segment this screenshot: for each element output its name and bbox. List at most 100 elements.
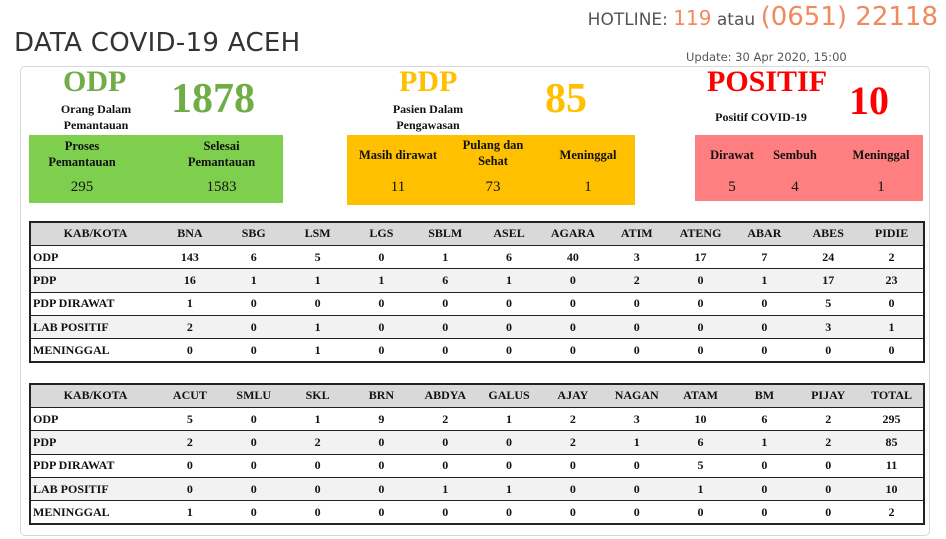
table-cell: 0 [732, 315, 797, 339]
hotline-number-2[interactable]: (0651) 22118 [760, 2, 938, 32]
table-row: LAB POSITIF 0 0 0 0 1 1 0 0 1 0 0 10 [30, 477, 924, 501]
table-cell: 23 [860, 268, 924, 293]
pdp-pulang-value: 73 [485, 179, 501, 195]
pdp-label: PDP [399, 65, 458, 98]
odp-subtitle-line2: Pemantauan [63, 118, 129, 132]
table-cell: 0 [540, 291, 605, 316]
table-cell: 0 [860, 338, 924, 363]
table-cell: 0 [349, 315, 414, 339]
table-cell: 2 [413, 406, 478, 431]
odp-proses-value: 295 [70, 179, 94, 195]
table-cell: 0 [221, 500, 286, 525]
table-cell: 2 [285, 430, 350, 455]
pdp-meninggal-label: Meninggal [559, 148, 617, 162]
table-row: PDP DIRAWAT 1 0 0 0 0 0 0 0 0 0 5 0 [30, 291, 924, 316]
hotline-connector: atau [716, 10, 756, 30]
table-cell: 0 [477, 291, 541, 316]
hotline: HOTLINE: 119 atau (0651) 22118 [588, 2, 938, 32]
table-cell: 1 [668, 477, 733, 501]
table-cell: 2 [158, 430, 222, 455]
table-cell: 16 [158, 268, 222, 293]
table-row: MENINGGAL 1 0 0 0 0 0 0 0 0 0 0 2 [30, 500, 924, 525]
table-cell: 0 [604, 315, 669, 339]
table-cell: 0 [477, 338, 541, 363]
column-header: GALUS [477, 383, 541, 408]
table-cell: 0 [221, 406, 286, 431]
table-cell: 2 [796, 430, 861, 455]
row-label-cell: LAB POSITIF [30, 477, 158, 501]
positif-sembuh-label: Sembuh [773, 148, 817, 162]
column-header: NAGAN [604, 383, 669, 408]
table-row: MENINGGAL 0 0 1 0 0 0 0 0 0 0 0 0 [30, 338, 924, 363]
table-cell: 3 [604, 244, 669, 269]
table-cell: 17 [796, 268, 861, 293]
pdp-breakdown-box: Masih dirawat 11 Pulang dan Sehat 73 Men… [347, 135, 635, 205]
table-cell: 0 [285, 500, 350, 525]
table-cell: 0 [221, 315, 286, 339]
odp-breakdown-box: Proses Pemantauan 295 Selesai Pemantauan… [29, 135, 283, 203]
table-cell: 1 [158, 500, 222, 525]
pdp-subtitle-line1: Pasien Dalam [392, 102, 464, 116]
pdp-pulang-label-line1: Pulang dan [462, 138, 524, 152]
table-cell: 1 [413, 477, 478, 501]
odp-proses-label: Proses Pemantauan [37, 138, 127, 170]
table-cell: 0 [349, 291, 414, 316]
table-cell: 1 [477, 268, 541, 293]
table-cell: 2 [604, 268, 669, 293]
odp-label: ODP [63, 65, 127, 98]
hotline-number-1[interactable]: 119 [673, 6, 712, 30]
table-header-row: KAB/KOTA ACUT SMLU SKL BRN ABDYA GALUS A… [30, 383, 924, 408]
table-cell: 0 [604, 477, 669, 501]
odp-selesai-label-line2: Pemantauan [187, 155, 256, 169]
odp-selesai-label-line1: Selesai [203, 139, 240, 153]
pdp-subtitle-line2: Pengawasan [396, 118, 460, 132]
table-cell: 2 [540, 406, 605, 431]
column-header: ABES [796, 221, 861, 246]
table-cell: 0 [604, 338, 669, 363]
column-header: BRN [349, 383, 414, 408]
table-cell: 0 [668, 268, 733, 293]
table-cell: 0 [221, 477, 286, 501]
positif-dirawat-label: Dirawat [710, 148, 754, 162]
table-cell: 0 [285, 291, 350, 316]
column-header: SBLM [413, 221, 478, 246]
column-header: KAB/KOTA [30, 221, 158, 246]
odp-total: 1878 [171, 76, 255, 122]
positif-meninggal-value: 1 [877, 179, 885, 195]
row-label-cell: PDP [30, 430, 158, 455]
table-cell: 5 [796, 291, 861, 316]
table-cell: 0 [158, 477, 222, 501]
table-cell: 0 [668, 338, 733, 363]
table-cell: 40 [540, 244, 605, 269]
column-header: AGARA [540, 221, 605, 246]
column-header: ASEL [477, 221, 541, 246]
table-row: ODP 5 0 1 9 2 1 2 3 10 6 2 295 [30, 406, 924, 431]
table-cell: 1 [477, 477, 541, 501]
column-header: TOTAL [860, 383, 924, 408]
table-cell: 9 [349, 406, 414, 431]
table-cell: 0 [668, 291, 733, 316]
row-label-cell: MENINGGAL [30, 338, 158, 363]
table-cell: 0 [668, 315, 733, 339]
pdp-subtitle: Pasien Dalam Pengawasan [373, 101, 483, 133]
table-cell: 0 [668, 500, 733, 525]
table-cell: 5 [285, 244, 350, 269]
district-table-1: KAB/KOTA BNA SBG LSM LGS SBLM ASEL AGARA… [29, 221, 925, 364]
table-cell: 2 [860, 244, 924, 269]
table-row: PDP 16 1 1 1 6 1 0 2 0 1 17 23 [30, 268, 924, 293]
table-cell: 0 [540, 268, 605, 293]
odp-proses-label-line2: Pemantauan [48, 155, 116, 169]
table-cell: 0 [413, 430, 478, 455]
table-cell: 0 [796, 338, 861, 363]
table-cell: 0 [732, 338, 797, 363]
row-label-cell: LAB POSITIF [30, 315, 158, 339]
table-cell: 0 [796, 500, 861, 525]
table-cell: 0 [158, 453, 222, 478]
positif-sembuh-value: 4 [791, 179, 799, 195]
table-cell: 6 [413, 268, 478, 293]
positif-total: 10 [849, 78, 889, 123]
pdp-dirawat-label: Masih dirawat [358, 148, 438, 162]
table-cell: 6 [477, 244, 541, 269]
table-cell: 85 [860, 430, 924, 455]
table-cell: 5 [158, 406, 222, 431]
